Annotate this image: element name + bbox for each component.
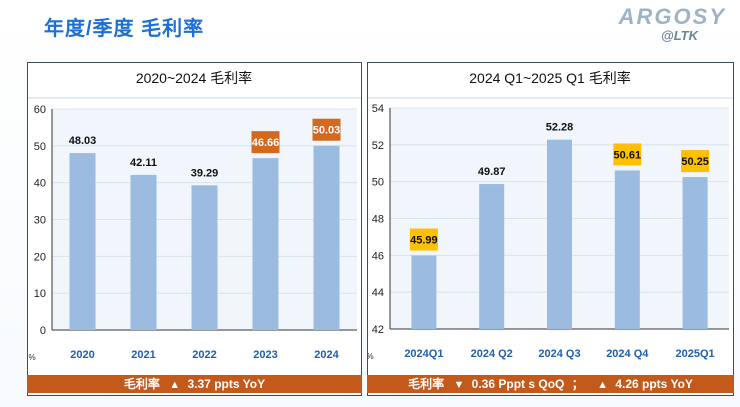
quarterly-gross-margin-chart: 2024 Q1~2025 Q1 毛利率 42 44 46 48 50 52 54% 45.99 2… <box>368 70 733 361</box>
logo-sub: @LTK <box>661 28 698 43</box>
summary-right-qoq: 0.36 Pppt s QoQ <box>471 377 565 391</box>
data-label: 52.28 <box>546 122 574 134</box>
y-tick-label: 50 <box>372 177 384 189</box>
bar-2024q3 <box>547 139 572 329</box>
y-tick-label: 42 <box>372 324 384 336</box>
y-tick-label: 10 <box>34 288 46 300</box>
quarterly-summary-bar: 毛利率 ▼ 0.36 Pppt s QoQ ； ▲ 4.26 ppts YoY <box>367 375 734 393</box>
summary-left-text: 3.37 ppts YoY <box>187 377 266 391</box>
x-tick-label: 2024 <box>314 349 339 361</box>
data-label: 46.66 <box>252 137 280 149</box>
y-tick-label: 46 <box>372 250 384 262</box>
summary-right-label: 毛利率 <box>408 377 445 391</box>
data-label: 48.03 <box>69 135 97 147</box>
y-unit-label: % <box>368 352 374 361</box>
logo-brand: ARGOSY <box>618 4 726 29</box>
y-tick-label: 52 <box>372 140 384 152</box>
data-label: 39.29 <box>191 167 219 179</box>
x-tick-label: 2022 <box>192 349 216 361</box>
data-label-highlight <box>312 118 341 141</box>
data-label: 50.61 <box>614 149 642 161</box>
bar-2024q4 <box>614 170 640 329</box>
x-tick-label: 2024 Q3 <box>538 348 580 360</box>
argosy-logo: ARGOSY @LTK <box>619 4 726 43</box>
y-tick-label: 44 <box>372 287 384 299</box>
y-tick-label: 20 <box>34 251 46 263</box>
y-tick-label: 54 <box>372 103 384 115</box>
quarterly-gross-margin-panel: 2024 Q1~2025 Q1 毛利率 42 44 46 48 50 52 54% 45.99 2… <box>367 62 734 396</box>
y-tick-label: 30 <box>34 215 46 227</box>
data-label: 45.99 <box>410 235 438 247</box>
bar-2020 <box>69 153 96 330</box>
summary-right-yoy: 4.26 ppts YoY <box>615 377 693 391</box>
bar-2024 <box>313 145 340 330</box>
x-tick-label: 2021 <box>131 349 155 361</box>
annual-summary-bar: 毛利率 ▲ 3.37 ppts YoY <box>27 375 362 393</box>
bar-2022 <box>191 185 218 330</box>
x-tick-label: 2024 Q4 <box>606 348 649 360</box>
annual-gross-margin-panel: 2020~2024 毛利率 0 10 20 30 40 50 60% 48.03 2020 42.1… <box>27 62 362 396</box>
up-arrow-icon: ▲ <box>169 379 181 391</box>
bar-2024q1 <box>411 255 437 329</box>
data-label: 50.03 <box>313 125 341 137</box>
y-tick-label: 50 <box>34 141 46 153</box>
x-tick-label: 2025Q1 <box>676 348 715 360</box>
bar-2024q2 <box>479 184 505 329</box>
bar-2021 <box>130 174 157 330</box>
up-arrow-icon: ▲ <box>597 379 608 391</box>
data-label-highlight <box>613 143 642 166</box>
x-tick-label: 2023 <box>253 349 277 361</box>
summary-separator: ； <box>571 377 584 391</box>
y-tick-label: 48 <box>372 214 384 226</box>
bar-2025q1 <box>682 177 708 329</box>
data-label: 49.87 <box>478 166 506 178</box>
data-label: 50.25 <box>681 156 709 168</box>
data-label-highlight <box>409 228 438 251</box>
annual-gross-margin-chart: 2020~2024 毛利率 0 10 20 30 40 50 60% 48.03 2020 42.1… <box>28 70 361 362</box>
chart-title: 2020~2024 毛利率 <box>136 70 252 86</box>
data-label-highlight <box>681 150 710 173</box>
bar-2023 <box>252 158 279 330</box>
x-tick-label: 2020 <box>70 349 94 361</box>
data-label-highlight <box>251 131 280 154</box>
down-arrow-icon: ▼ <box>453 379 465 391</box>
x-tick-label: 2024 Q2 <box>471 348 513 360</box>
data-label: 42.11 <box>130 157 157 169</box>
y-tick-label: 40 <box>34 178 46 190</box>
y-unit-label: % <box>28 353 35 362</box>
y-tick-label: 0 <box>40 325 46 337</box>
chart-title: 2024 Q1~2025 Q1 毛利率 <box>469 70 631 86</box>
summary-left-label: 毛利率 <box>123 377 160 391</box>
x-tick-label: 2024Q1 <box>404 348 443 360</box>
y-tick-label: 60 <box>34 104 46 116</box>
page-title: 年度/季度 毛利率 <box>44 18 205 40</box>
